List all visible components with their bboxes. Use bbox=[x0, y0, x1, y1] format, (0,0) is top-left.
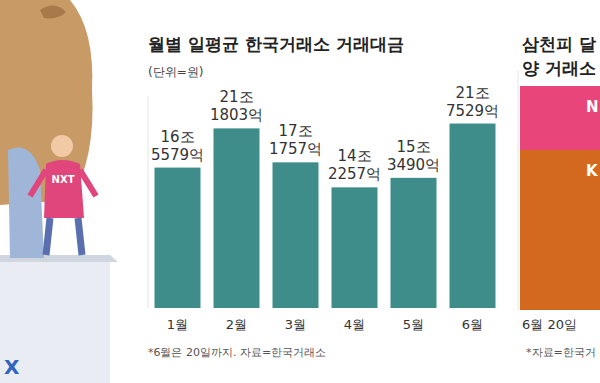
data-label-line: 1803억 bbox=[210, 106, 263, 124]
figure-shadow bbox=[8, 148, 44, 259]
data-label: 21조7529억 bbox=[446, 84, 499, 120]
x-tick-label: 5월 bbox=[403, 317, 424, 332]
x-tick-label: 4월 bbox=[344, 317, 365, 332]
side-chart: 삼천피 달양 거래소 K N 6월 20일 *자료=한국거 bbox=[518, 34, 600, 359]
bar bbox=[450, 124, 496, 308]
bar-segment bbox=[520, 86, 600, 150]
chart-title: 양 거래소 bbox=[522, 58, 596, 78]
figure-head bbox=[51, 135, 73, 157]
page: NXT X 월별 일평균 한국거래소 거래대금 (단위=원) 16조5579억 1월 21조… bbox=[0, 0, 600, 383]
bar bbox=[332, 187, 378, 308]
podium bbox=[0, 255, 110, 383]
x-tick-label: 6월 bbox=[462, 317, 483, 332]
chart-canvas: NXT X 월별 일평균 한국거래소 거래대금 (단위=원) 16조5579억 1월 21조… bbox=[0, 0, 600, 383]
segment-label: N bbox=[586, 98, 599, 116]
segment-label: K bbox=[586, 162, 599, 180]
bar bbox=[214, 128, 260, 308]
data-label-line: 14조 bbox=[337, 147, 371, 165]
data-label-line: 17조 bbox=[278, 122, 312, 140]
footnote: *자료=한국거 bbox=[526, 346, 596, 359]
footnote: *6월은 20일까지. 자료=한국거래소 bbox=[148, 346, 326, 359]
x-tick-label: 6월 20일 bbox=[522, 317, 577, 332]
main-chart: 월별 일평균 한국거래소 거래대금(단위=원)16조5579억1월21조1803… bbox=[148, 34, 499, 359]
data-label-line: 7529억 bbox=[446, 102, 499, 120]
bars bbox=[520, 86, 600, 310]
illustration-label: X bbox=[4, 355, 20, 379]
data-label-line: 1757억 bbox=[269, 140, 322, 158]
bag-knot bbox=[40, 5, 66, 18]
data-label: 21조1803억 bbox=[210, 88, 263, 124]
data-label-line: 21조 bbox=[455, 84, 489, 102]
bar bbox=[391, 178, 437, 308]
data-label-line: 5579억 bbox=[151, 146, 204, 164]
x-tick-label: 1월 bbox=[167, 317, 188, 332]
data-label-line: 3490억 bbox=[387, 156, 440, 174]
data-label-line: 2257억 bbox=[328, 165, 381, 183]
data-label-line: 16조 bbox=[160, 128, 194, 146]
bar bbox=[273, 162, 319, 308]
data-label: 16조5579억 bbox=[151, 128, 204, 164]
chart-title: 월별 일평균 한국거래소 거래대금 bbox=[148, 34, 404, 54]
data-label: 15조3490억 bbox=[387, 138, 440, 174]
bars bbox=[155, 124, 496, 308]
data-label-line: 21조 bbox=[219, 88, 253, 106]
x-tick-label: 2월 bbox=[226, 317, 247, 332]
illustration-label: NXT bbox=[52, 174, 75, 185]
y-axis-line bbox=[148, 96, 149, 308]
chart-subtitle: (단위=원) bbox=[148, 65, 203, 79]
figure-body bbox=[44, 160, 84, 218]
bar-segment bbox=[520, 150, 600, 310]
figure-arms bbox=[30, 170, 96, 196]
x-tick-label: 3월 bbox=[285, 317, 306, 332]
data-label: 17조1757억 bbox=[269, 122, 322, 158]
data-label: 14조2257억 bbox=[328, 147, 381, 183]
figure-legs bbox=[46, 218, 82, 255]
bar bbox=[155, 168, 201, 308]
y-axis-line bbox=[518, 70, 519, 310]
data-label-line: 15조 bbox=[396, 138, 430, 156]
illustration: NXT X bbox=[0, 0, 118, 383]
chart-title: 삼천피 달 bbox=[522, 34, 596, 54]
